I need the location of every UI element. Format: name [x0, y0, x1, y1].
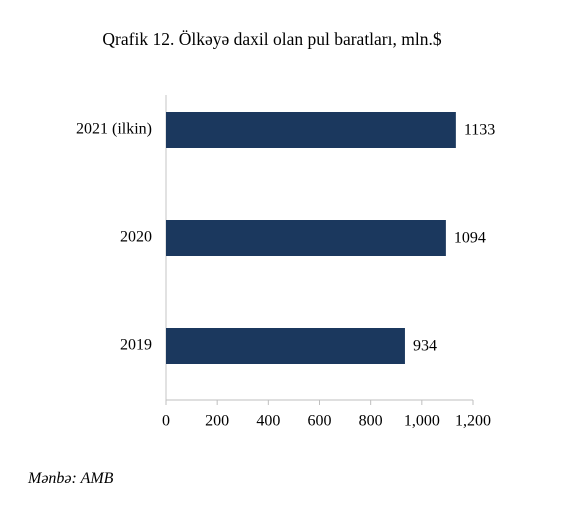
x-tick-label: 1,200 [455, 413, 491, 430]
x-tick-label: 200 [205, 413, 229, 430]
y-tick-label: 2019 [120, 337, 152, 354]
bar [166, 220, 446, 256]
x-tick-label: 400 [256, 413, 280, 430]
x-tick-label: 600 [308, 413, 332, 430]
x-tick-label: 800 [359, 413, 383, 430]
bar [166, 112, 456, 148]
x-tick-label: 0 [162, 413, 170, 430]
chart-title: Qrafik 12. Ölkəyə daxil olan pul baratla… [102, 29, 442, 49]
value-label: 1133 [464, 122, 495, 139]
y-tick-label: 2020 [120, 229, 152, 246]
value-label: 1094 [454, 230, 486, 247]
value-label: 934 [413, 338, 437, 355]
y-tick-label: 2021 (ilkin) [76, 121, 152, 138]
bar [166, 328, 405, 364]
x-tick-label: 1,000 [404, 413, 440, 430]
source-note: Mənbə: AMB [28, 470, 114, 487]
